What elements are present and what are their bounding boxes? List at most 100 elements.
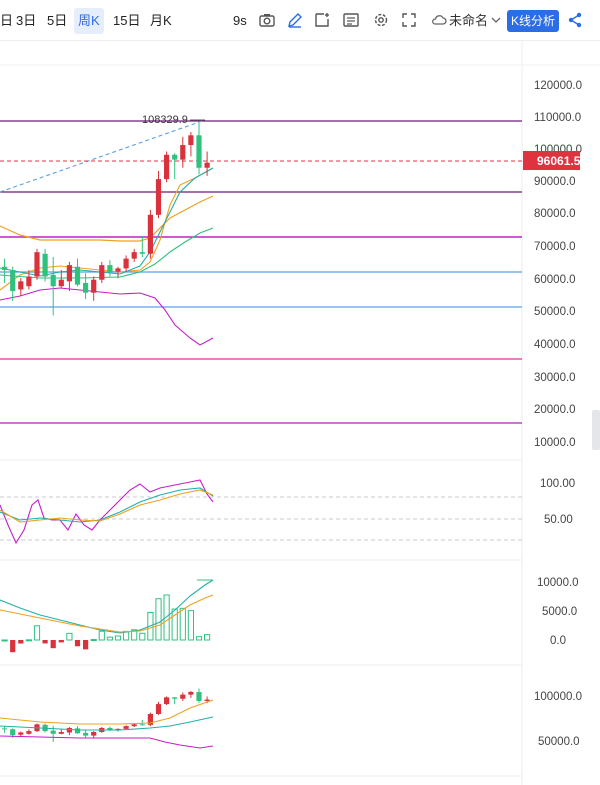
kline-chart[interactable]: 108329.9 120000.0 110000.0 100000.0 9000… xyxy=(0,40,600,785)
price-tick: 40000.0 xyxy=(534,339,576,351)
macd-bar xyxy=(83,640,89,650)
current-price-value: 96061.5 xyxy=(537,154,581,168)
candle-body xyxy=(1,266,8,270)
macd-tick: 0.0 xyxy=(550,635,566,647)
macd-tick: 5000.0 xyxy=(542,606,577,618)
gear-icon[interactable] xyxy=(372,11,390,29)
mini-ma-orange xyxy=(0,699,214,725)
macd-bar xyxy=(179,607,186,641)
mini-candle-body xyxy=(172,697,178,699)
macd-bar xyxy=(90,639,97,642)
mini-candle-body xyxy=(131,724,137,727)
macd-bar xyxy=(1,639,8,642)
macd-bar xyxy=(66,632,73,641)
candle-body xyxy=(58,279,64,287)
share-icon[interactable] xyxy=(566,11,584,29)
macd-histogram xyxy=(1,594,211,653)
kline-analysis-button[interactable]: K线分析 xyxy=(507,10,559,32)
interval-label[interactable]: 9s xyxy=(233,13,247,28)
mini-candle-body xyxy=(164,697,170,705)
candle-body xyxy=(115,268,121,272)
macd-bar xyxy=(155,598,162,641)
price-tick: 20000.0 xyxy=(534,404,576,416)
mini-candle-body xyxy=(155,704,162,714)
candle-body xyxy=(188,135,194,146)
candlestick-series xyxy=(1,122,210,316)
pencil-icon[interactable] xyxy=(286,11,304,29)
price-tick: 90000.0 xyxy=(534,176,576,188)
annotate-icon[interactable] xyxy=(313,11,331,29)
indicator-template-icon[interactable] xyxy=(342,11,360,29)
high-price-label: 108329.9 xyxy=(142,114,188,126)
candle-body xyxy=(155,179,162,215)
mini-candle-body xyxy=(196,691,202,701)
mini-candlestick-series xyxy=(1,688,210,742)
ma-line-green xyxy=(0,227,214,279)
timeframe-week[interactable]: 周K xyxy=(74,8,104,34)
candle-body xyxy=(180,145,186,160)
macd-bar xyxy=(42,640,48,644)
macd-bar xyxy=(18,640,24,644)
macd-bar xyxy=(195,636,203,641)
candle-body xyxy=(107,265,113,272)
macd-tick: 10000.0 xyxy=(537,577,579,589)
macd-bar xyxy=(33,625,41,641)
price-tick: 10000.0 xyxy=(534,437,576,449)
mini-candle-body xyxy=(188,691,194,695)
mini-candle-body xyxy=(115,728,121,730)
camera-icon[interactable] xyxy=(258,11,276,29)
candle-body xyxy=(123,258,129,269)
timeframe-3day[interactable]: 3日 xyxy=(16,13,37,28)
macd-bar xyxy=(114,635,122,641)
timeframe-day[interactable]: 日 xyxy=(0,13,14,28)
price-tick: 60000.0 xyxy=(534,274,576,286)
fullscreen-icon[interactable] xyxy=(400,11,418,29)
candle-body xyxy=(204,162,210,168)
macd-line-orange xyxy=(0,594,214,633)
candle-body xyxy=(66,265,72,282)
timeframe-month[interactable]: 月K xyxy=(150,13,172,28)
timeframe-5day[interactable]: 5日 xyxy=(47,13,68,28)
mini-candle-body xyxy=(180,694,186,699)
macd-bar xyxy=(74,640,81,647)
macd-bar xyxy=(25,639,32,642)
mini-candle-body xyxy=(123,726,129,729)
mini-price-tick: 50000.0 xyxy=(538,736,580,748)
price-tick: 80000.0 xyxy=(534,208,576,220)
timeframe-15day[interactable]: 15日 xyxy=(113,13,141,28)
macd-bar xyxy=(139,632,146,641)
candle-body xyxy=(99,265,105,280)
mini-price-tick: 100000.0 xyxy=(534,691,582,703)
mini-ma-teal xyxy=(0,716,214,731)
candle-body xyxy=(50,274,56,287)
mini-ma-magenta xyxy=(0,735,214,749)
osc-line-teal xyxy=(0,487,214,523)
osc-tick: 100.00 xyxy=(540,478,575,490)
chevron-down-icon[interactable] xyxy=(487,11,501,29)
side-panel-handle[interactable] xyxy=(592,410,600,450)
candle-body xyxy=(164,154,170,180)
mini-candle-body xyxy=(18,732,24,735)
layout-name[interactable]: 未命名 xyxy=(449,13,489,28)
candle-body xyxy=(34,252,40,277)
macd-bar xyxy=(147,611,154,641)
mini-candle-body xyxy=(58,732,64,734)
macd-bar xyxy=(171,608,178,641)
ma-line-orange xyxy=(0,195,214,242)
price-tick: 120000.0 xyxy=(534,80,582,92)
mini-candle-body xyxy=(147,714,153,725)
chart-toolbar: 日 3日 5日 周K 15日 月K 9s 未命名 K线分析 xyxy=(0,0,600,41)
price-tick: 50000.0 xyxy=(534,306,576,318)
candle-body xyxy=(131,252,137,259)
mini-candle-body xyxy=(26,731,32,734)
current-price-tag xyxy=(523,151,580,170)
mini-candle-body xyxy=(74,728,81,734)
macd-bar xyxy=(187,610,195,641)
candle-body xyxy=(91,279,97,293)
macd-bar xyxy=(106,636,114,641)
price-tick: 30000.0 xyxy=(534,372,576,384)
price-axis: 120000.0 110000.0 100000.0 90000.0 80000… xyxy=(534,80,582,449)
mini-candle-body xyxy=(204,699,210,701)
macd-bar xyxy=(204,634,211,641)
trend-line[interactable] xyxy=(0,119,206,193)
